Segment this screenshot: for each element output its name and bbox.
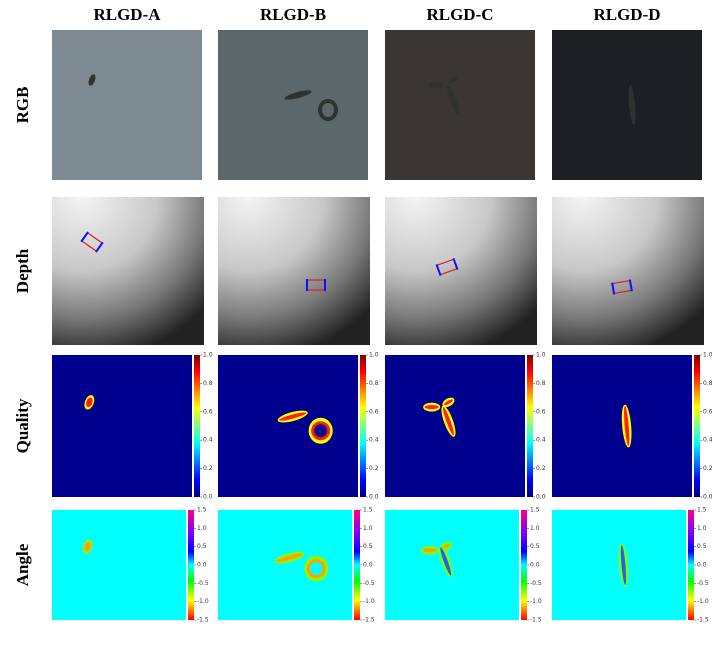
row-label: Depth [13, 248, 32, 293]
colorbar-label: 0.8 [536, 380, 546, 387]
colorbar-label: 0.5 [197, 543, 207, 550]
colorbar-label: 0.5 [697, 543, 707, 550]
rgb-image [52, 30, 202, 180]
colorbar-label: 0.0 [363, 562, 373, 569]
colorbar-label: 0.0 [530, 562, 540, 569]
depth-image [385, 197, 537, 345]
colorbar-label: 1.5 [363, 507, 373, 514]
colorbar-label: 0.8 [703, 380, 712, 387]
colorbar [527, 355, 533, 497]
colorbar-label: 0.0 [369, 494, 379, 501]
row-label: RGB [13, 87, 32, 124]
colorbar-label: -1.0 [697, 598, 709, 605]
colorbar-label: 1.0 [536, 352, 546, 359]
colorbar [188, 510, 194, 620]
colorbar-label: 0.5 [530, 543, 540, 550]
figure-canvas: RLGD-A RLGD-B RLGD-C RLGD-D RGB Depth Quality A… [0, 0, 712, 647]
column-header: RLGD-C [426, 5, 493, 24]
colorbar [194, 355, 200, 497]
colorbar-label: 0.2 [703, 465, 712, 472]
column-header: RLGD-D [593, 5, 660, 24]
colorbar-label: -1.0 [363, 598, 375, 605]
colorbar-label: 0.0 [697, 562, 707, 569]
colorbar-label: 0.6 [369, 408, 379, 415]
colorbar-label: 0.6 [703, 408, 712, 415]
colorbar-label: 1.0 [197, 525, 207, 532]
colorbar-label: -1.0 [197, 598, 209, 605]
depth-image [552, 197, 704, 345]
colorbar-label: -0.5 [363, 580, 375, 587]
colorbar-label: 0.4 [703, 437, 712, 444]
quality-map [385, 355, 525, 497]
colorbar-label: 0.4 [536, 437, 546, 444]
quality-map [552, 355, 692, 497]
angle-map [218, 510, 352, 620]
colorbar-label: 1.5 [197, 507, 207, 514]
rgb-image [552, 30, 702, 180]
colorbar-label: 0.2 [203, 465, 213, 472]
rgb-image [385, 30, 535, 180]
colorbar-label: 0.5 [363, 543, 373, 550]
colorbar-label: -0.5 [697, 580, 709, 587]
colorbar-label: -1.5 [530, 617, 542, 624]
colorbar-label: 0.8 [203, 380, 213, 387]
colorbar-label: 1.0 [363, 525, 373, 532]
colorbar-label: 0.2 [369, 465, 379, 472]
angle-map [52, 510, 186, 620]
colorbar-label: -1.5 [697, 617, 709, 624]
angle-blob-core [423, 548, 437, 552]
colorbar [354, 510, 360, 620]
colorbar-label: 0.2 [536, 465, 546, 472]
colorbar-label: 0.4 [369, 437, 379, 444]
colorbar-label: 1.0 [369, 352, 379, 359]
colorbar-label: 0.6 [203, 408, 213, 415]
colorbar-label: 0.6 [536, 408, 546, 415]
row-label: Quality [13, 398, 32, 453]
colorbar-label: 0.0 [203, 494, 213, 501]
colorbar-label: -0.5 [197, 580, 209, 587]
colorbar-label: 1.0 [530, 525, 540, 532]
colorbar-label: 1.5 [697, 507, 707, 514]
colorbar-label: 1.0 [703, 352, 712, 359]
colorbar-label: 0.0 [536, 494, 546, 501]
column-header: RLGD-B [260, 5, 326, 24]
colorbar-label: 0.8 [369, 380, 379, 387]
angle-map [385, 510, 519, 620]
colorbar-label: -1.5 [197, 617, 209, 624]
quality-blob-core [425, 405, 439, 409]
colorbar-label: 0.4 [203, 437, 213, 444]
colorbar-label: -1.5 [363, 617, 375, 624]
colorbar-label: 1.0 [697, 525, 707, 532]
colorbar-label: 1.5 [530, 507, 540, 514]
colorbar-label: 0.0 [703, 494, 712, 501]
depth-image [52, 197, 204, 345]
row-label: Angle [13, 543, 32, 586]
rgb-image [218, 30, 368, 180]
colorbar-label: 0.0 [197, 562, 207, 569]
quality-map [52, 355, 192, 497]
colorbar-label: 1.0 [203, 352, 213, 359]
column-header: RLGD-A [93, 5, 161, 24]
object [428, 82, 442, 88]
figure: RLGD-A RLGD-B RLGD-C RLGD-D RGB Depth Quality A… [0, 0, 712, 647]
colorbar [688, 510, 694, 620]
colorbar [521, 510, 527, 620]
colorbar-label: -1.0 [530, 598, 542, 605]
quality-map [218, 355, 358, 497]
colorbar-label: -0.5 [530, 580, 542, 587]
colorbar [694, 355, 700, 497]
colorbar [360, 355, 366, 497]
depth-image [218, 197, 370, 345]
